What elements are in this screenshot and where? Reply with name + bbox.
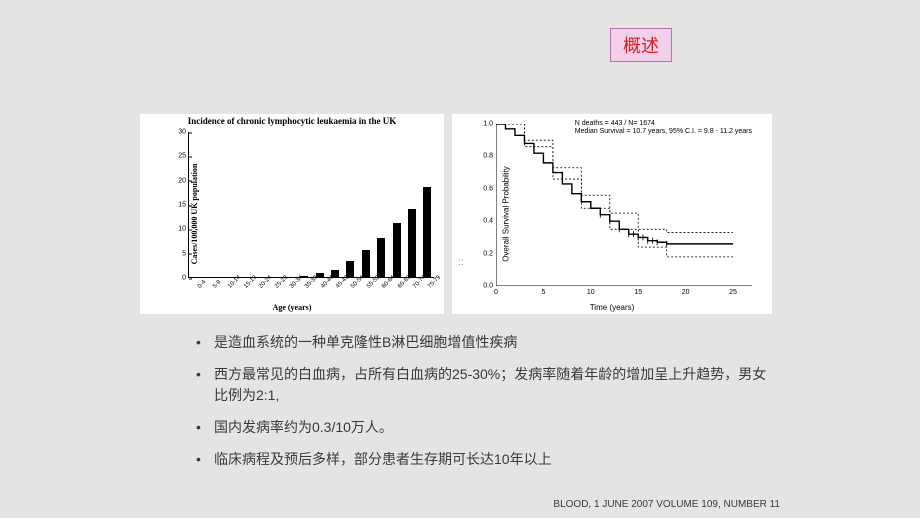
bullet-list: 是造血系统的一种单克隆性B淋巴细胞增值性疾病西方最常见的白血病，占所有白血病的2… — [196, 332, 770, 480]
incidence-bar-chart: Incidence of chronic lymphocytic leukaem… — [140, 114, 444, 314]
bullet-item: 国内发病率约为0.3/10万人。 — [196, 417, 770, 439]
bar — [346, 261, 354, 277]
survival-line-chart: N deaths = 443 / N= 1674 Median Survival… — [452, 114, 772, 314]
bar — [300, 276, 308, 277]
surv-xtick: 5 — [541, 286, 545, 296]
bar-xtick: 5-9 — [212, 279, 222, 289]
bar-xtick: 15-19 — [243, 275, 258, 290]
slide-indicator-icon: :: — [454, 255, 468, 269]
bar-ytick: 25 — [178, 153, 189, 160]
bar-ytick: 15 — [178, 202, 189, 209]
surv-xtick: 20 — [682, 286, 690, 296]
citation-text: BLOOD, 1 JUNE 2007 VOLUME 109, NUMBER 11 — [553, 499, 780, 510]
bullet-item: 是造血系统的一种单克隆性B淋巴细胞增值性疾病 — [196, 332, 770, 354]
bar — [362, 250, 370, 277]
surv-xtick: 0 — [494, 286, 498, 296]
bar — [377, 238, 385, 277]
bar-ytick: 0 — [182, 275, 189, 282]
surv-ytick: 0.2 — [483, 250, 496, 257]
surv-xtick: 15 — [634, 286, 642, 296]
bar-ytick: 5 — [182, 250, 189, 257]
bar-xtick: 0-4 — [197, 279, 207, 289]
surv-ytick: 0.8 — [483, 153, 496, 160]
bar — [423, 187, 431, 277]
charts-row: Incidence of chronic lymphocytic leukaem… — [140, 114, 776, 316]
surv-xtick: 10 — [587, 286, 595, 296]
surv-xtick: 25 — [729, 286, 737, 296]
surv-ytick: 0.4 — [483, 218, 496, 225]
bar-ytick: 10 — [178, 226, 189, 233]
bullet-item: 临床病程及预后多样，部分患者生存期可长达10年以上 — [196, 449, 770, 471]
bullet-item: 西方最常见的白血病，占所有白血病的25-30%；发病率随着年龄的增加呈上升趋势，… — [196, 364, 770, 407]
bar — [393, 223, 401, 277]
bar — [331, 270, 339, 277]
section-badge: 概述 — [610, 28, 672, 62]
bar-chart-xlabel: Age (years) — [140, 303, 444, 312]
bar-chart-title: Incidence of chronic lymphocytic leukaem… — [140, 116, 444, 126]
surv-ytick: 0.6 — [483, 185, 496, 192]
surv-ytick: 1.0 — [483, 121, 496, 128]
bar-ytick: 20 — [178, 177, 189, 184]
bar-xtick: 20-24 — [258, 275, 273, 290]
bar-ytick: 30 — [178, 129, 189, 136]
bar-xtick: 10-14 — [227, 275, 242, 290]
bar — [316, 273, 324, 277]
survival-xlabel: Time (years) — [452, 303, 772, 312]
bar — [408, 209, 416, 277]
